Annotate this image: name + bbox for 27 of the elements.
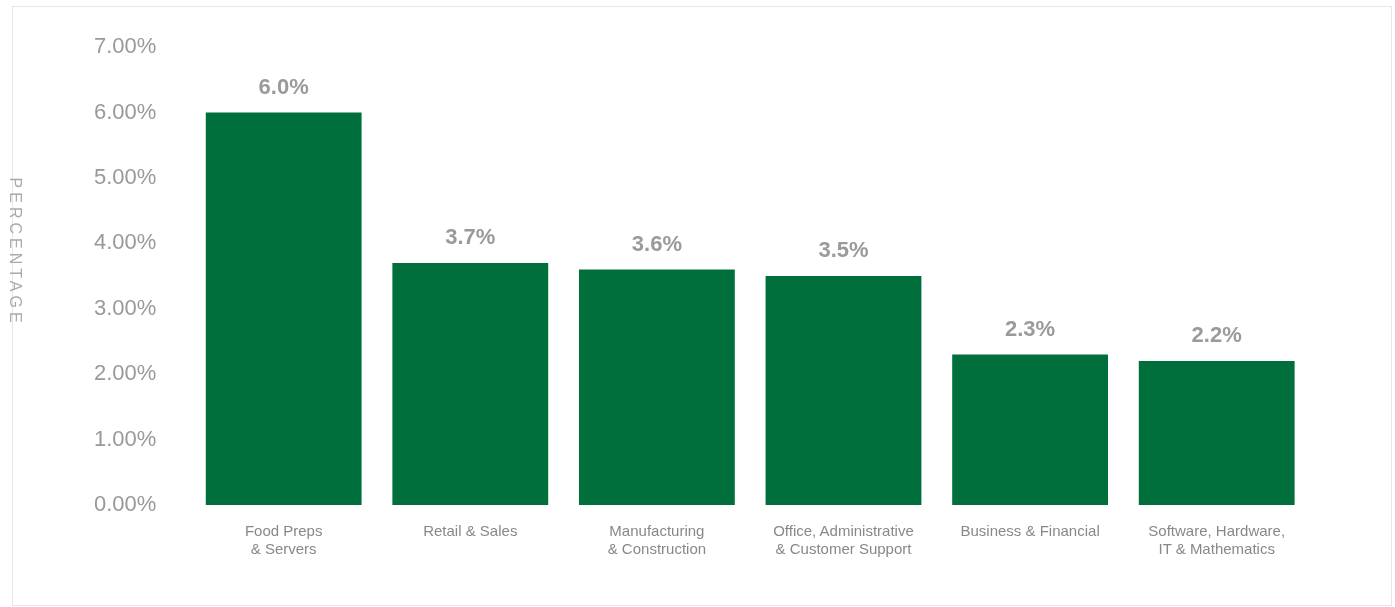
y-axis-title: PERCENTAGE: [6, 177, 24, 327]
x-tick-label: Manufacturing & Construction: [607, 522, 707, 558]
x-tick-label: Food Preps & Servers: [244, 522, 323, 558]
x-tick-label: Office, Administrative & Customer Support: [773, 522, 914, 558]
bar: [1138, 361, 1295, 505]
y-tick-label: 4.00%: [93, 229, 157, 255]
data-label: 6.0%: [258, 73, 309, 99]
bar: [392, 263, 549, 505]
data-label: 3.6%: [631, 230, 682, 256]
data-label: 3.5%: [818, 237, 869, 263]
y-tick-label: 0.00%: [93, 491, 157, 517]
y-tick-label: 5.00%: [93, 164, 157, 190]
x-tick-label: Software, Hardware, IT & Mathematics: [1148, 522, 1286, 558]
y-tick-label: 2.00%: [93, 360, 157, 386]
bar: [952, 354, 1108, 505]
bar: [578, 269, 735, 505]
data-label: 2.2%: [1191, 322, 1242, 348]
y-tick-label: 1.00%: [93, 425, 157, 451]
data-label: 2.3%: [1005, 315, 1056, 341]
data-label: 3.7%: [445, 224, 496, 250]
y-tick-label: 6.00%: [93, 98, 157, 124]
bar: [205, 112, 362, 505]
y-tick-label: 7.00%: [93, 33, 157, 59]
x-tick-label: Business & Financial: [960, 522, 1100, 540]
bar: [765, 276, 922, 505]
y-tick-label: 3.00%: [93, 294, 157, 320]
x-tick-label: Retail & Sales: [423, 522, 518, 540]
